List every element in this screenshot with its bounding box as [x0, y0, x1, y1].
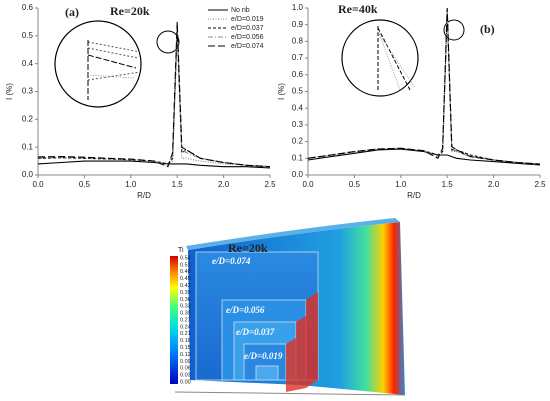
series-line [307, 11, 541, 165]
face-label: e/D=0.074 [212, 256, 251, 266]
colorbar-tick: 0.39 [180, 290, 191, 296]
series-line [37, 21, 271, 168]
colorbar-tick: 0.27 [180, 317, 191, 323]
colorbar-tick: 0.00 [180, 379, 191, 385]
y-tick-label: 0.5 [22, 31, 34, 40]
colorbar-tick: 0.51 [180, 262, 191, 268]
legend-label: e/D=0.037 [231, 25, 264, 32]
chart-title: Re=40k [338, 2, 378, 16]
colorbar [170, 256, 178, 384]
face-label: e/D=0.037 [236, 327, 275, 337]
colorbar-tick: 0.42 [180, 283, 191, 289]
colorbar-tick: 0.36 [180, 297, 191, 303]
x-tick-label: 0.5 [79, 180, 91, 189]
x-tick-label: 2.0 [488, 180, 500, 189]
x-axis-label: R/D [407, 191, 421, 200]
inset-b [341, 19, 465, 97]
contour-render [170, 218, 406, 396]
y-tick-label: 0.3 [22, 87, 34, 96]
x-tick-label: 1.5 [442, 180, 454, 189]
y-tick-label: 0.4 [292, 103, 304, 112]
legend-label: e/D=0.074 [231, 43, 264, 50]
y-tick-label: 0.8 [292, 37, 304, 46]
colorbar-label: Ti [178, 247, 184, 254]
x-axis-label: R/D [137, 191, 151, 200]
colorbar-tick: 0.21 [180, 331, 191, 337]
y-tick-label: 1.0 [292, 3, 304, 12]
inset-a [54, 20, 180, 108]
y-tick-label: 0.4 [22, 59, 34, 68]
x-tick-label: 2.5 [264, 180, 276, 189]
y-tick-label: 0.0 [292, 170, 304, 179]
y-tick-label: 0.6 [22, 3, 34, 12]
colorbar-tick: 0.54 [180, 255, 191, 261]
y-tick-label: 0.1 [22, 142, 34, 151]
x-tick-label: 0.5 [349, 180, 361, 189]
colorbar-tick: 0.48 [180, 269, 191, 275]
y-axis-label: I (%) [5, 83, 14, 100]
y-tick-label: 0.2 [292, 137, 304, 146]
colorbar-tick: 0.18 [180, 338, 191, 344]
series-line [307, 12, 541, 165]
x-tick-label: 2.5 [534, 180, 546, 189]
chart-title: Re=20k [110, 4, 150, 18]
y-tick-label: 0.1 [292, 153, 304, 162]
face-label: e/D=0.056 [226, 305, 265, 315]
colorbar-tick: 0.12 [180, 352, 191, 358]
legend-label: No rib [231, 7, 250, 14]
y-axis-label: I (%) [277, 83, 286, 100]
face-label: e/D=0.019 [244, 351, 283, 361]
legend-label: e/D=0.056 [231, 34, 264, 41]
colorbar-tick: 0.03 [180, 373, 191, 379]
colorbar-tick: 0.06 [180, 366, 191, 372]
legend-label: e/D=0.019 [231, 16, 264, 23]
series-line [37, 35, 271, 168]
series-line [37, 160, 271, 169]
colorbar-tick: 0.15 [180, 345, 191, 351]
x-tick-label: 2.0 [218, 180, 230, 189]
colorbar-tick: 0.30 [180, 311, 191, 317]
y-tick-label: 0.5 [292, 87, 304, 96]
y-tick-label: 0.3 [292, 120, 304, 129]
series-line [307, 9, 541, 165]
x-tick-label: 1.0 [395, 180, 407, 189]
y-tick-label: 0.6 [292, 70, 304, 79]
x-tick-label: 0.0 [302, 180, 314, 189]
panel-label: (a) [65, 5, 79, 19]
colorbar-tick: 0.24 [180, 324, 191, 330]
y-tick-label: 0.0 [22, 170, 34, 179]
series-line [307, 7, 541, 165]
x-tick-label: 1.0 [125, 180, 137, 189]
x-tick-label: 0.0 [32, 180, 44, 189]
x-tick-label: 1.5 [172, 180, 184, 189]
y-tick-label: 0.2 [22, 114, 34, 123]
panel-label: (b) [480, 22, 495, 36]
colorbar-tick: 0.09 [180, 359, 191, 365]
colorbar-tick: 0.33 [180, 304, 191, 310]
y-tick-label: 0.9 [292, 20, 304, 29]
colorbar-tick: 0.45 [180, 276, 191, 282]
contour-title: Re=20k [228, 241, 268, 255]
series-line [307, 148, 541, 166]
y-tick-label: 0.7 [292, 53, 304, 62]
